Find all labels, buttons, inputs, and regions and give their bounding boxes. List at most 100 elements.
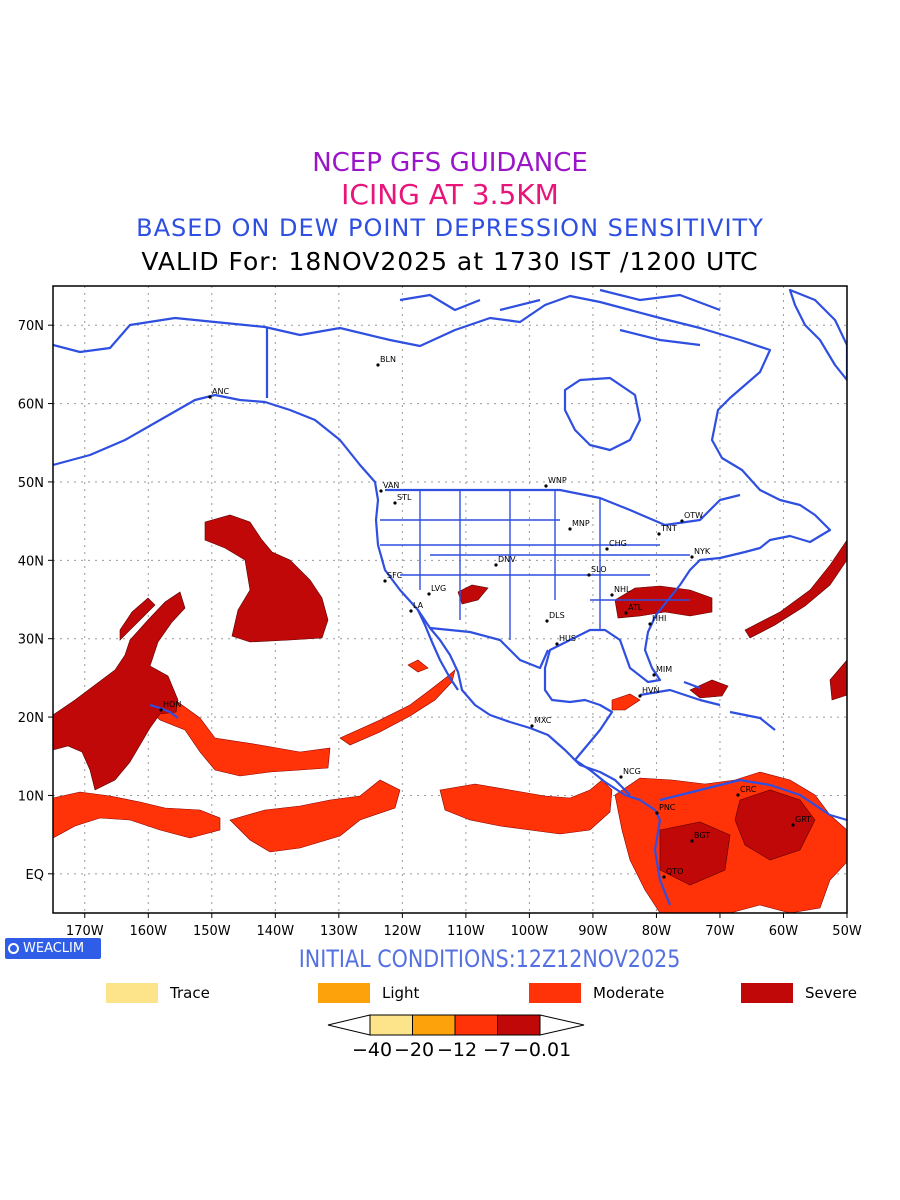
hawaii-islands xyxy=(149,703,179,719)
station-dot xyxy=(568,527,572,531)
station-dot xyxy=(624,611,628,615)
lat-label: 20N xyxy=(18,711,44,726)
station-label: WNP xyxy=(548,476,567,485)
lat-label: EQ xyxy=(26,868,44,883)
lon-label: 50W xyxy=(832,924,862,939)
station-dot xyxy=(680,519,684,523)
icing-area-moderate xyxy=(339,669,456,746)
us-mexico-border xyxy=(429,626,550,670)
station-label: QTO xyxy=(666,867,683,876)
legend-swatch-severe xyxy=(741,983,793,1003)
lon-label: 100W xyxy=(511,924,549,939)
station-dot xyxy=(655,811,659,815)
station-dot xyxy=(587,573,591,577)
lat-label: 30N xyxy=(18,633,44,648)
lon-label: 70W xyxy=(705,924,735,939)
icing-area-severe xyxy=(734,789,816,861)
station-dot xyxy=(544,484,548,488)
station-dot xyxy=(657,532,661,536)
station-dot xyxy=(427,592,431,596)
station-dot xyxy=(555,642,559,646)
coastline-baja xyxy=(417,609,459,691)
station-label: BLN xyxy=(380,355,396,364)
station-label: ATL xyxy=(628,603,643,612)
longitude-labels: 170W 160W 150W 140W 130W 120W 110W 100W 90W 80W 70… xyxy=(66,913,862,939)
colorbar-label: −20 xyxy=(394,1039,435,1061)
icing-area-moderate xyxy=(439,779,613,835)
coastline-north-america xyxy=(53,294,832,821)
logo-circle-icon xyxy=(8,943,19,954)
station-dot xyxy=(393,501,397,505)
caribbean-islands xyxy=(639,680,776,731)
station-dot xyxy=(736,793,740,797)
icing-areas xyxy=(53,514,847,913)
legend-item-moderate: Moderate xyxy=(529,982,664,1004)
station-label: BGT xyxy=(694,831,710,840)
station-label: DNV xyxy=(498,555,516,564)
colorbar-box xyxy=(412,1014,456,1036)
initial-conditions: INITIAL CONDITIONS:12Z12NOV2025 xyxy=(298,945,681,973)
title-line-2: ICING AT 3.5KM xyxy=(341,178,559,211)
station-dot xyxy=(610,593,614,597)
legend-item-trace: Trace xyxy=(106,982,210,1004)
lon-label: 80W xyxy=(642,924,672,939)
icing-area-moderate xyxy=(407,659,429,673)
icing-area-moderate xyxy=(229,779,401,853)
coastline-south-america xyxy=(653,778,847,906)
station-label: MXC xyxy=(534,716,552,725)
icing-area-severe xyxy=(614,585,713,619)
map-content: ANC BLN VAN STL WNP MNP TNT OTW CHG NYK DNV SFC SLO L… xyxy=(53,286,847,913)
legend-item-light: Light xyxy=(318,982,419,1004)
colorbar-label: −7 xyxy=(483,1039,512,1061)
lat-label: 70N xyxy=(18,319,44,334)
station-dot xyxy=(376,363,380,367)
map-frame xyxy=(52,285,848,914)
colorbar-box xyxy=(497,1014,541,1036)
colorbar-right-arrow xyxy=(539,1014,585,1036)
station-label: CRC xyxy=(740,785,757,794)
arctic-islands xyxy=(399,288,721,347)
icing-area-severe xyxy=(119,597,156,641)
station-dot xyxy=(409,609,413,613)
legend-label-trace: Trace xyxy=(170,984,210,1002)
lon-label: 90W xyxy=(578,924,608,939)
lon-label: 130W xyxy=(320,924,358,939)
station-label: SLO xyxy=(591,565,607,574)
station-label: HUS xyxy=(559,634,576,643)
lon-label: 110W xyxy=(447,924,485,939)
station-label: NCG xyxy=(623,767,641,776)
lat-label: 60N xyxy=(18,398,44,413)
station-dot xyxy=(208,395,212,399)
station-dot xyxy=(383,579,387,583)
station-label: LVG xyxy=(431,584,446,593)
station-dot xyxy=(791,823,795,827)
state-borders xyxy=(380,490,690,640)
icing-area-severe xyxy=(829,659,847,701)
station-dot xyxy=(652,673,656,677)
legend-label-light: Light xyxy=(382,984,420,1002)
lon-label: 60W xyxy=(769,924,799,939)
station-label: MNP xyxy=(572,519,590,528)
colorbar-box xyxy=(454,1014,498,1036)
icing-area-severe xyxy=(457,584,489,605)
icing-area-severe xyxy=(744,539,847,639)
lon-label: 150W xyxy=(193,924,231,939)
icing-area-severe xyxy=(53,591,186,791)
hudson-bay xyxy=(563,376,642,452)
icing-area-severe xyxy=(659,821,731,886)
station-dot xyxy=(605,547,609,551)
station-label: PNC xyxy=(659,803,676,812)
icing-area-severe xyxy=(204,514,329,643)
station-label: STL xyxy=(397,493,412,502)
title-line-4: VALID For: 18NOV2025 at 1730 IST /1200 U… xyxy=(141,247,759,276)
station-dot xyxy=(638,694,642,698)
greenland-coast xyxy=(788,288,847,382)
colorbar-label: −12 xyxy=(437,1039,478,1061)
legend-item-severe: Severe xyxy=(741,982,857,1004)
colorbar-box xyxy=(369,1014,413,1036)
coastlines-and-borders xyxy=(53,288,847,906)
icing-area-severe xyxy=(689,679,729,699)
station-label: VAN xyxy=(383,481,399,490)
lon-label: 140W xyxy=(256,924,294,939)
